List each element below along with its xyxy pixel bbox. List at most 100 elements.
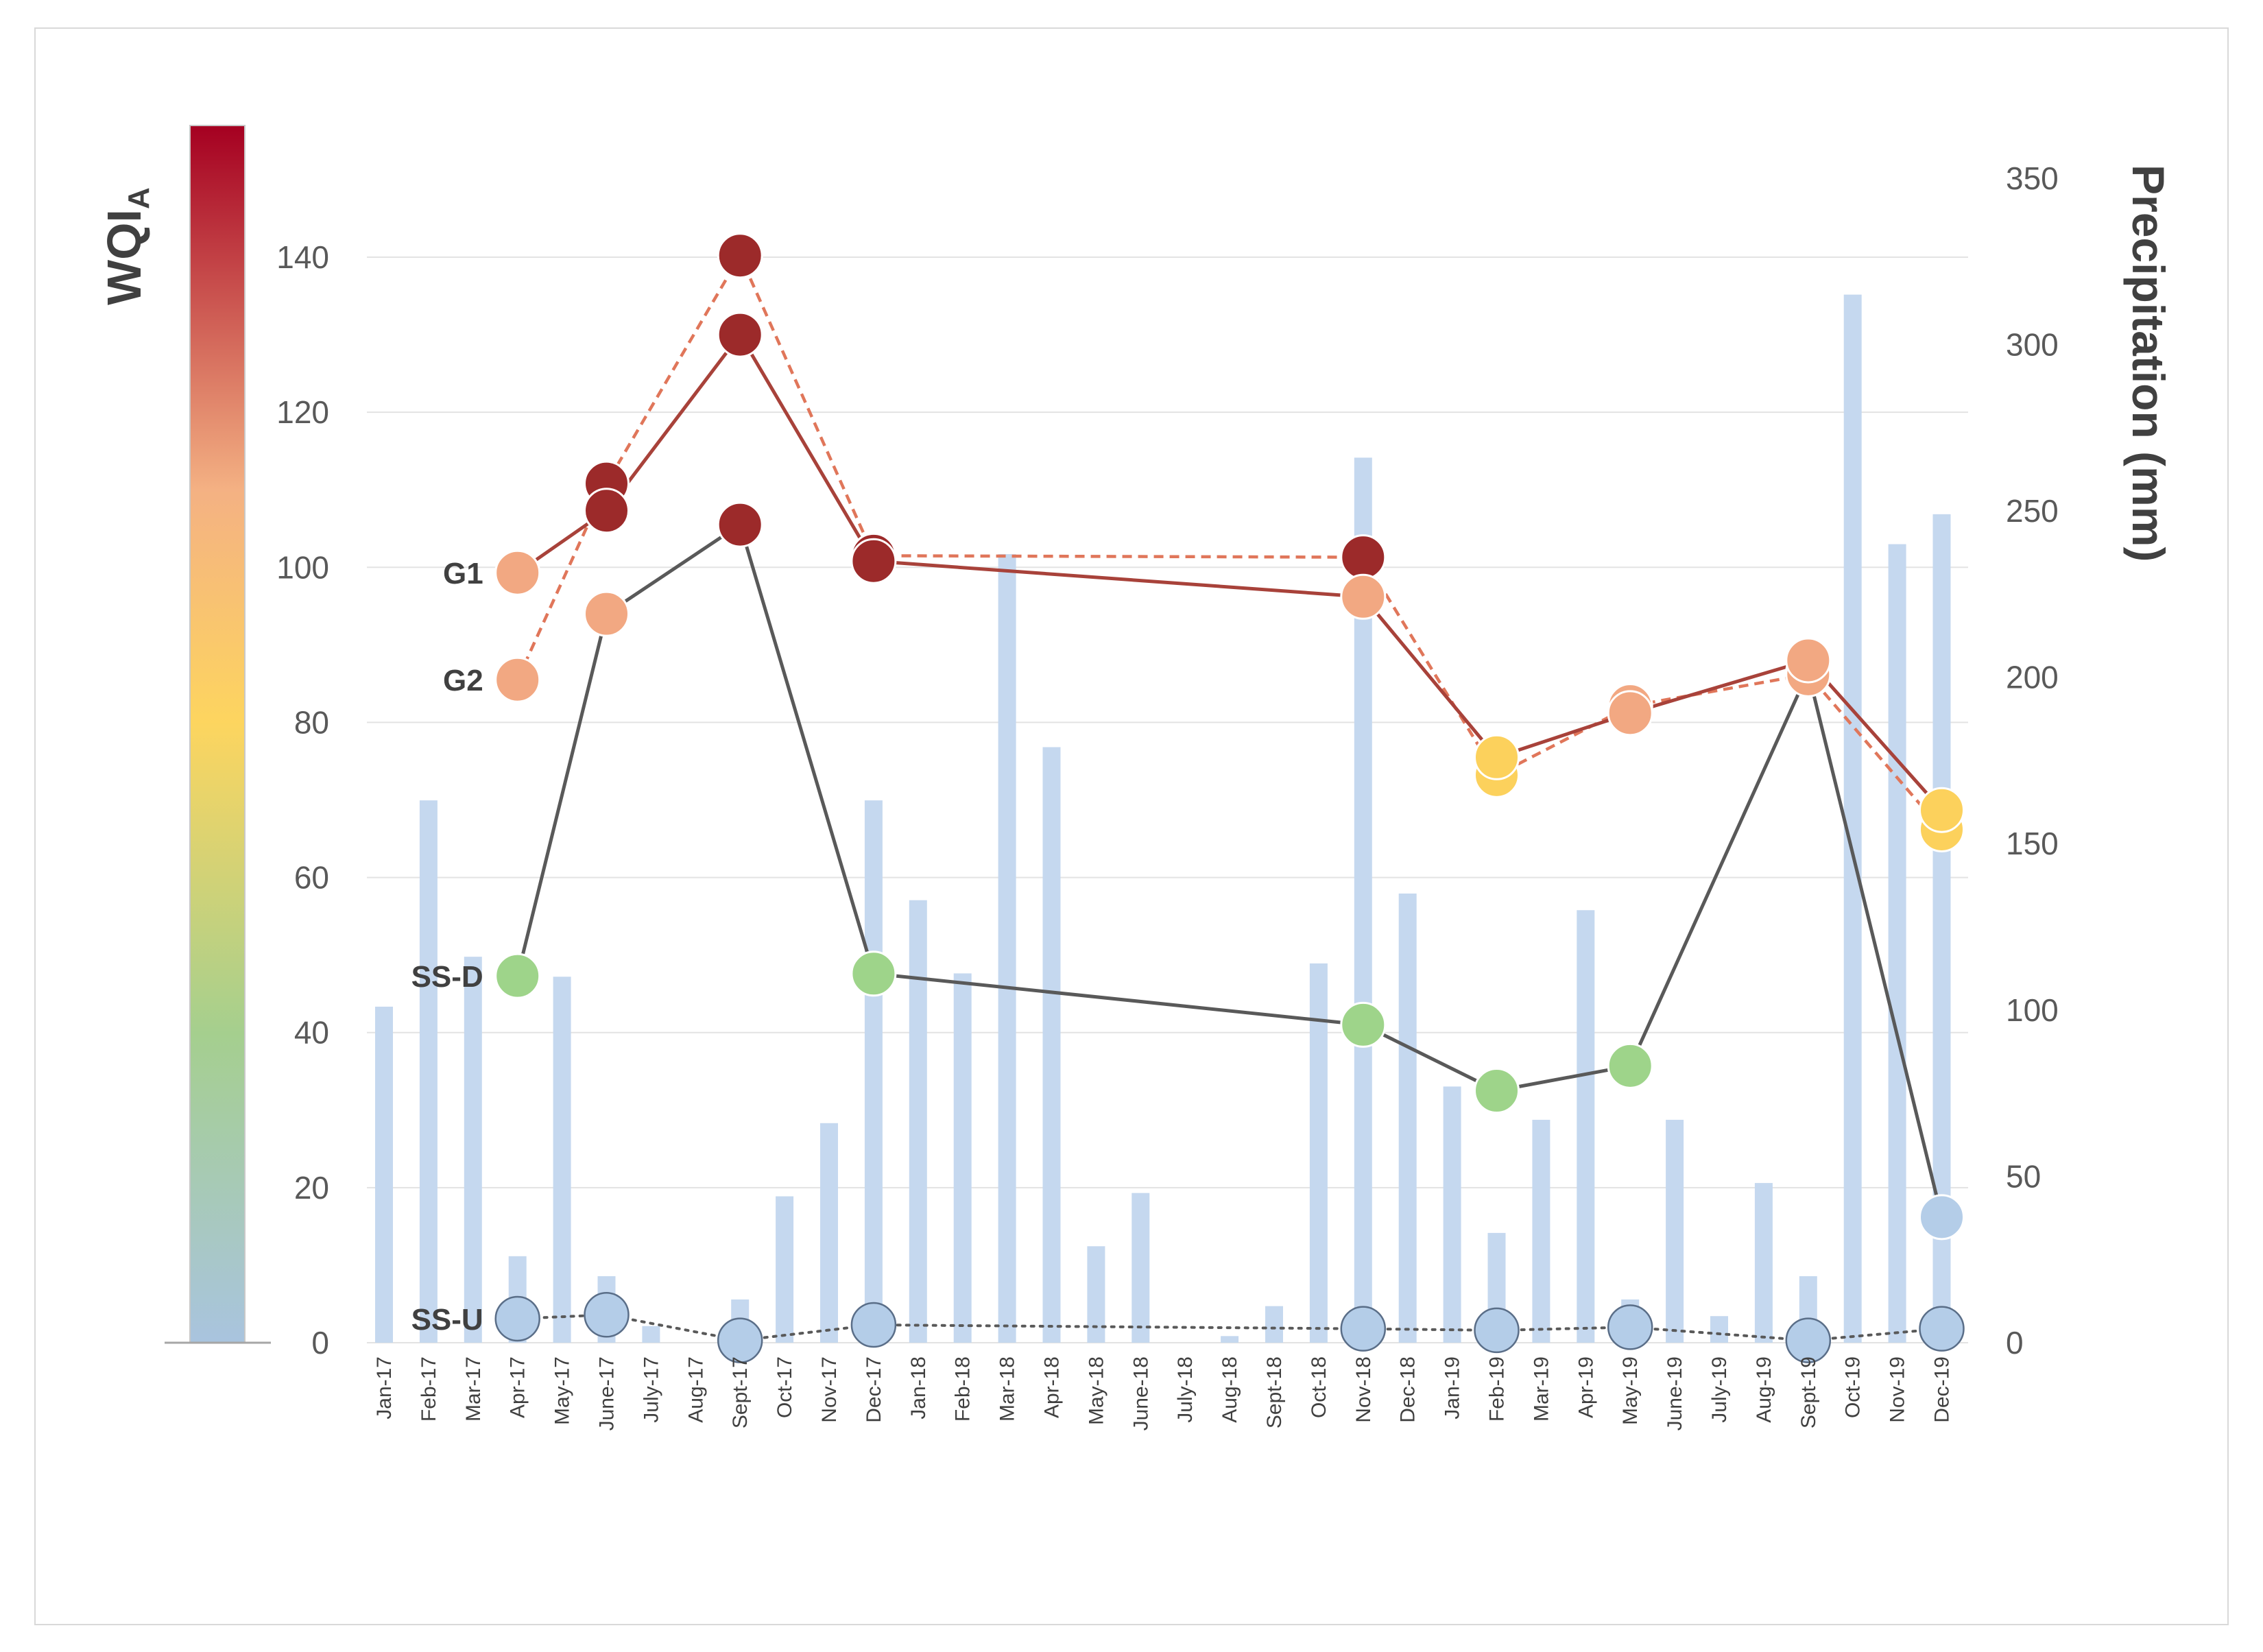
x-tick-label: Sept-19: [1797, 1356, 1820, 1428]
precip-bar: [953, 973, 972, 1343]
left-tick-label: 0: [311, 1325, 329, 1361]
precip-bar: [1577, 910, 1595, 1343]
left-axis-title: WQIA: [97, 187, 156, 305]
x-tick-label: Jan-17: [373, 1356, 396, 1420]
precip-bar: [375, 1006, 393, 1343]
marker-ss-d: [1607, 1042, 1653, 1089]
marker-g1: [1340, 573, 1387, 620]
marker-g1: [1607, 690, 1653, 737]
x-tick-label: June-18: [1129, 1356, 1152, 1430]
series-markers: [494, 232, 1965, 1363]
series-lines: [516, 254, 1943, 1342]
gridlines: [367, 256, 1968, 1343]
marker-ss-d: [1340, 1001, 1387, 1048]
right-axis-title: Precipitation (mm): [2123, 165, 2174, 562]
precip-bar: [1265, 1306, 1283, 1343]
x-tick-label: Mar-17: [462, 1356, 485, 1422]
x-tick-label: Oct-19: [1842, 1356, 1865, 1418]
precip-bar: [998, 554, 1016, 1343]
marker-ss-d: [494, 953, 541, 999]
precip-bar: [1087, 1246, 1105, 1343]
x-tick-label: Oct-18: [1308, 1356, 1330, 1418]
left-axis-title-main: WQI: [97, 209, 151, 305]
left-tick-label: 100: [276, 549, 329, 585]
marker-g1: [1919, 787, 1965, 833]
x-tick-label: June-17: [596, 1356, 619, 1430]
marker-ss-u: [584, 1292, 630, 1338]
x-tick-label: Dec-18: [1397, 1356, 1420, 1423]
x-tick-label: July-18: [1174, 1356, 1197, 1423]
left-tick-label: 40: [294, 1015, 329, 1051]
precip-bar: [820, 1123, 838, 1343]
precip-bar: [1443, 1086, 1461, 1343]
marker-g2: [494, 656, 541, 703]
marker-ss-u: [1919, 1306, 1965, 1352]
series-labels: G1 G2 SS-D SS-U: [411, 557, 483, 1337]
x-tick-label: May-18: [1085, 1356, 1107, 1425]
series-label-ss-u: SS-U: [411, 1303, 483, 1337]
precip-bar: [1221, 1336, 1239, 1343]
left-tick-label: 20: [294, 1170, 329, 1206]
series-line-g1: [516, 333, 1943, 811]
precip-bar: [1843, 294, 1862, 1343]
right-axis-ticks: 0 50 100 150 200 250 300 350: [2006, 160, 2059, 1361]
precip-bar: [1710, 1316, 1728, 1343]
series-line-ss-d: [516, 523, 1943, 1218]
x-tick-label: Feb-18: [952, 1356, 974, 1422]
precip-bar: [464, 957, 482, 1343]
marker-g2: [1340, 534, 1387, 581]
right-tick-label: 350: [2006, 160, 2059, 196]
precipitation-bars: [375, 294, 1951, 1343]
x-tick-label: Apr-18: [1041, 1356, 1064, 1418]
left-axis-ticks: 0 20 40 60 80 100 120 140: [276, 239, 329, 1361]
precip-bar: [1754, 1183, 1773, 1343]
x-tick-label: Nov-19: [1887, 1356, 1909, 1423]
precip-bar: [1666, 1119, 1684, 1343]
x-tick-label: Aug-18: [1219, 1356, 1241, 1423]
precip-bar: [553, 977, 571, 1343]
x-tick-label: June-19: [1664, 1356, 1686, 1430]
precip-bar: [1398, 893, 1417, 1343]
marker-g1: [717, 311, 763, 358]
marker-ss-d: [584, 590, 630, 637]
x-tick-label: Dec-17: [863, 1356, 885, 1423]
x-tick-label: Mar-18: [996, 1356, 1019, 1422]
left-tick-label: 120: [276, 394, 329, 430]
right-tick-label: 150: [2006, 826, 2059, 861]
marker-ss-u: [850, 1302, 897, 1348]
right-tick-label: 100: [2006, 992, 2059, 1028]
marker-g2: [717, 232, 763, 279]
left-tick-label: 80: [294, 704, 329, 740]
x-tick-label: Oct-17: [774, 1356, 796, 1418]
marker-ss-u: [1785, 1317, 1832, 1363]
precip-bar: [419, 800, 438, 1343]
wqi-colorbar: [189, 125, 246, 1343]
x-tick-label: Aug-17: [684, 1356, 707, 1423]
x-tick-label: Feb-17: [418, 1356, 440, 1422]
precip-bar: [909, 900, 927, 1343]
x-axis-ticks: Jan-17 Feb-17 Mar-17 Apr-17 May-17 June-17 Jul…: [373, 1356, 1954, 1430]
x-tick-label: Apr-17: [507, 1356, 529, 1418]
right-tick-label: 300: [2006, 326, 2059, 362]
x-tick-label: Mar-19: [1530, 1356, 1553, 1422]
precip-bar: [1532, 1119, 1550, 1343]
right-tick-label: 50: [2006, 1158, 2041, 1194]
marker-g1: [584, 488, 630, 534]
marker-g1: [850, 538, 897, 584]
precip-bar: [776, 1196, 794, 1343]
right-tick-label: 250: [2006, 493, 2059, 529]
precip-bar: [1309, 963, 1328, 1343]
x-tick-label: Nov-17: [818, 1356, 841, 1423]
x-tick-label: Feb-19: [1486, 1356, 1509, 1422]
x-tick-label: Jan-19: [1441, 1356, 1464, 1420]
x-tick-label: July-19: [1708, 1356, 1731, 1423]
marker-ss-d: [850, 950, 897, 997]
x-tick-label: Dec-19: [1931, 1356, 1954, 1423]
series-label-ss-d: SS-D: [411, 960, 483, 994]
right-tick-label: 200: [2006, 660, 2059, 695]
precip-bar: [864, 800, 883, 1343]
x-tick-label: Nov-18: [1352, 1356, 1375, 1423]
x-tick-label: July-17: [640, 1356, 662, 1423]
x-tick-label: Sept-17: [729, 1356, 752, 1428]
marker-ss-u: [1340, 1306, 1387, 1352]
